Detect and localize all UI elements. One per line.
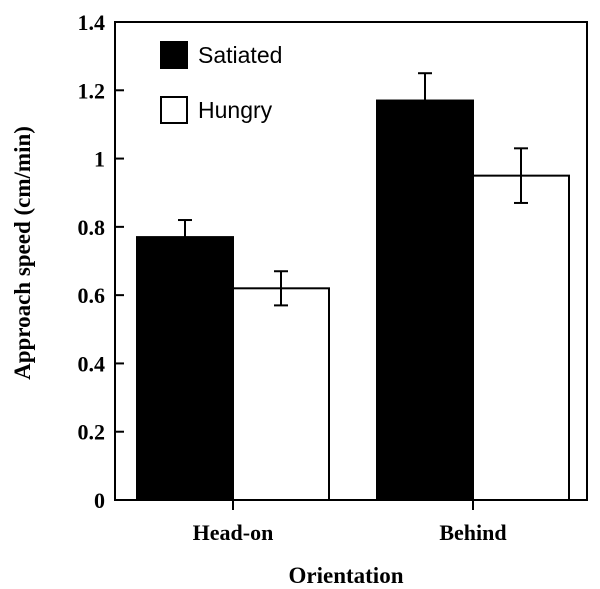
- legend-swatch: [160, 96, 188, 124]
- y-tick-label: 0.6: [78, 283, 106, 308]
- error-bars-layer: [178, 72, 528, 307]
- legend: Satiated Hungry: [160, 41, 282, 124]
- x-axis-title: Orientation: [289, 563, 404, 588]
- bar-hungry-head-on: [232, 287, 330, 502]
- bar-satiated-behind: [376, 99, 474, 502]
- legend-swatch: [160, 41, 188, 69]
- x-tick-label-behind: Behind: [439, 520, 506, 545]
- y-tick-label: 0: [94, 488, 105, 513]
- error-bar-satiated-head-on: [178, 219, 192, 238]
- bars-layer: [136, 99, 570, 502]
- error-bar-hungry-behind: [514, 147, 528, 204]
- x-tick-label-head-on: Head-on: [193, 520, 274, 545]
- y-tick-label: 0.2: [78, 420, 106, 445]
- y-tick-label: 1.2: [78, 78, 106, 103]
- y-tick-label: 1: [94, 147, 105, 172]
- y-tick-label: 0.8: [78, 215, 106, 240]
- y-axis: 0 0.2 0.4 0.6 0.8 1 1.2 1.4: [78, 10, 124, 513]
- legend-item-hungry: Hungry: [160, 96, 273, 124]
- x-axis: Head-on Behind: [193, 500, 507, 545]
- y-tick-label: 0.4: [78, 351, 106, 376]
- legend-label: Hungry: [198, 97, 273, 123]
- bar-satiated-head-on: [136, 236, 234, 501]
- legend-label: Satiated: [198, 42, 282, 68]
- legend-item-satiated: Satiated: [160, 41, 282, 69]
- error-bar-hungry-head-on: [274, 270, 288, 307]
- plot-frame: [114, 21, 588, 501]
- y-axis-title: Approach speed (cm/min): [10, 126, 35, 380]
- error-bar-satiated-behind: [418, 72, 432, 101]
- bar-hungry-behind: [472, 174, 570, 501]
- y-tick-label: 1.4: [78, 10, 106, 35]
